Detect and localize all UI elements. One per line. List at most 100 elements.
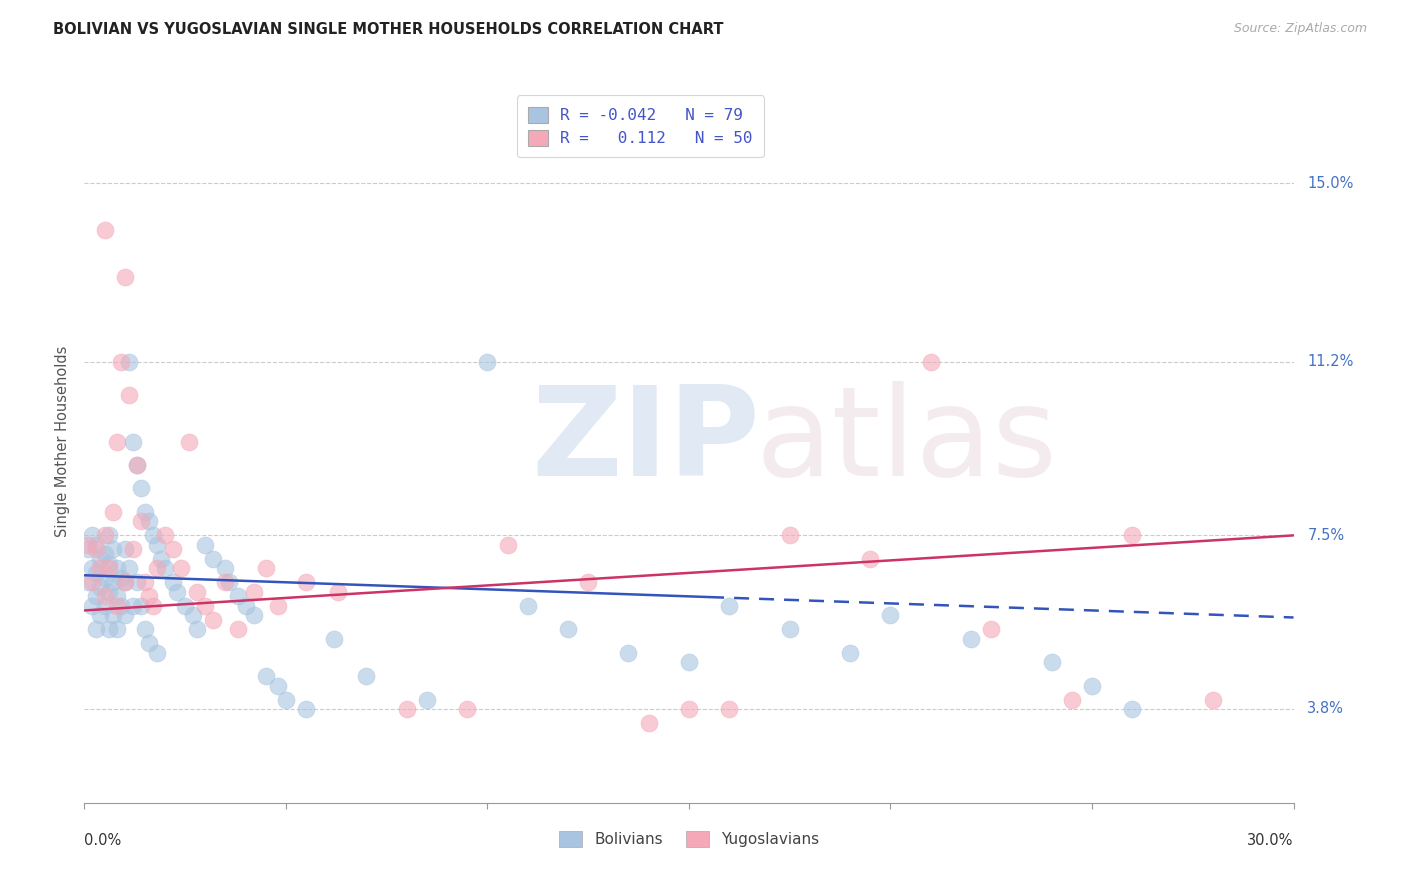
Text: ZIP: ZIP — [531, 381, 761, 502]
Point — [93, 528, 115, 542]
Point — [77, 575, 100, 590]
Point — [138, 590, 160, 604]
Point — [557, 622, 579, 636]
Text: BOLIVIAN VS YUGOSLAVIAN SINGLE MOTHER HOUSEHOLDS CORRELATION CHART: BOLIVIAN VS YUGOSLAVIAN SINGLE MOTHER HO… — [53, 22, 724, 37]
Text: Source: ZipAtlas.com: Source: ZipAtlas.com — [1233, 22, 1367, 36]
Point — [920, 355, 942, 369]
Point — [295, 575, 318, 590]
Point — [121, 542, 143, 557]
Y-axis label: Single Mother Households: Single Mother Households — [55, 346, 70, 537]
Point — [576, 575, 599, 590]
Point — [138, 636, 160, 650]
Point — [456, 702, 478, 716]
Point — [146, 538, 169, 552]
Point — [166, 584, 188, 599]
Point — [114, 270, 136, 285]
Point — [118, 561, 141, 575]
Point — [101, 505, 124, 519]
Point — [101, 575, 124, 590]
Point — [323, 632, 346, 646]
Point — [118, 387, 141, 401]
Point — [718, 599, 741, 613]
Point — [134, 575, 156, 590]
Point — [149, 551, 172, 566]
Point — [93, 590, 115, 604]
Point — [97, 622, 120, 636]
Point — [170, 561, 193, 575]
Point — [101, 608, 124, 623]
Point — [118, 355, 141, 369]
Point — [153, 528, 176, 542]
Point — [97, 561, 120, 575]
Point — [194, 538, 217, 552]
Point — [496, 538, 519, 552]
Point — [114, 608, 136, 623]
Point — [678, 702, 700, 716]
Text: 15.0%: 15.0% — [1308, 176, 1354, 191]
Point — [93, 223, 115, 237]
Point — [125, 575, 148, 590]
Point — [617, 646, 640, 660]
Point — [129, 482, 152, 496]
Point — [779, 528, 801, 542]
Point — [226, 590, 249, 604]
Point — [267, 679, 290, 693]
Point — [105, 622, 128, 636]
Point — [129, 514, 152, 528]
Point — [477, 355, 499, 369]
Point — [86, 590, 108, 604]
Point — [146, 646, 169, 660]
Point — [839, 646, 862, 660]
Point — [97, 528, 120, 542]
Point — [89, 551, 111, 566]
Point — [779, 622, 801, 636]
Point — [1060, 692, 1083, 706]
Point — [879, 608, 901, 623]
Point — [980, 622, 1002, 636]
Point — [77, 542, 100, 557]
Point — [97, 584, 120, 599]
Point — [356, 669, 378, 683]
Point — [114, 575, 136, 590]
Point — [93, 571, 115, 585]
Point — [202, 551, 225, 566]
Point — [179, 434, 201, 449]
Point — [181, 608, 204, 623]
Point — [960, 632, 983, 646]
Point — [77, 538, 100, 552]
Point — [1121, 702, 1143, 716]
Point — [105, 590, 128, 604]
Point — [678, 655, 700, 669]
Point — [267, 599, 290, 613]
Text: 7.5%: 7.5% — [1308, 528, 1344, 543]
Point — [416, 692, 439, 706]
Point — [202, 613, 225, 627]
Point — [142, 528, 165, 542]
Point — [1081, 679, 1104, 693]
Point — [186, 584, 208, 599]
Point — [93, 599, 115, 613]
Point — [718, 702, 741, 716]
Point — [162, 575, 184, 590]
Point — [82, 561, 104, 575]
Point — [637, 716, 659, 731]
Point — [89, 608, 111, 623]
Point — [82, 575, 104, 590]
Point — [214, 575, 236, 590]
Point — [1202, 692, 1225, 706]
Point — [138, 514, 160, 528]
Point — [129, 599, 152, 613]
Point — [101, 542, 124, 557]
Point — [105, 599, 128, 613]
Point — [110, 355, 132, 369]
Point — [254, 561, 277, 575]
Point — [82, 528, 104, 542]
Point — [254, 669, 277, 683]
Point — [242, 584, 264, 599]
Point — [89, 561, 111, 575]
Point — [226, 622, 249, 636]
Point — [194, 599, 217, 613]
Point — [186, 622, 208, 636]
Point — [162, 542, 184, 557]
Text: 3.8%: 3.8% — [1308, 701, 1344, 716]
